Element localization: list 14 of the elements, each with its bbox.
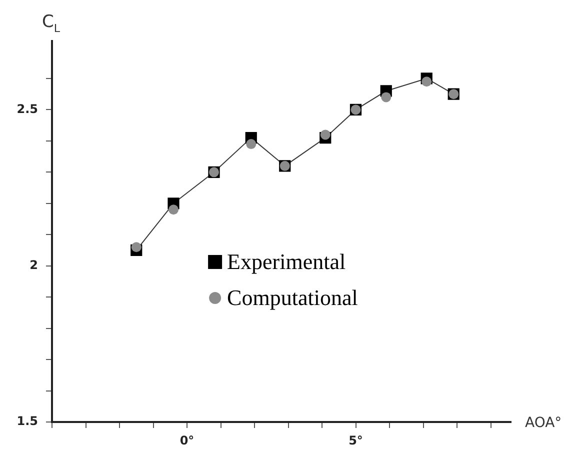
x-axis-title: AOA° bbox=[525, 415, 562, 431]
point bbox=[381, 92, 392, 102]
point bbox=[168, 204, 178, 215]
legend-label: Experimental bbox=[227, 248, 346, 274]
y-tick-label: 1.5 bbox=[16, 414, 38, 428]
point bbox=[320, 130, 330, 140]
legend-label: Computational bbox=[227, 284, 358, 310]
point bbox=[422, 76, 432, 87]
y-tick-label: 2.5 bbox=[16, 102, 38, 116]
x-tick-label: 0° bbox=[180, 433, 194, 448]
point bbox=[131, 242, 142, 252]
y-tick-label: 2 bbox=[30, 258, 38, 272]
point bbox=[246, 139, 256, 150]
x-tick-label: 5° bbox=[348, 433, 363, 448]
